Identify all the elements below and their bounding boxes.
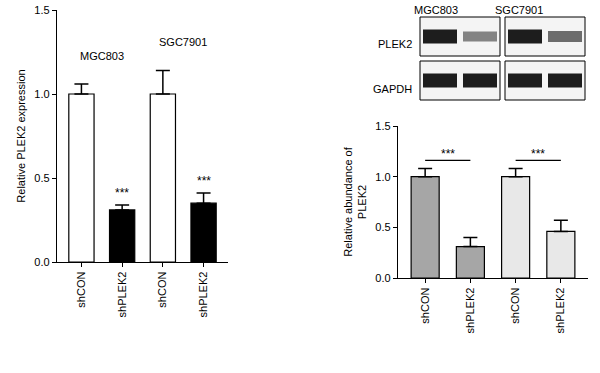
svg-text:shCON: shCON [419,288,431,324]
svg-text:***: *** [197,174,211,188]
svg-text:0.0: 0.0 [34,256,49,268]
svg-text:***: *** [531,147,545,161]
svg-text:SGC7901: SGC7901 [495,4,543,16]
svg-text:shCON: shCON [156,272,168,308]
svg-text:***: *** [441,147,455,161]
svg-text:1.5: 1.5 [34,4,49,16]
svg-text:MGC803: MGC803 [80,50,124,62]
svg-text:GAPDH: GAPDH [373,83,412,95]
svg-text:0.5: 0.5 [375,221,390,233]
svg-text:shPLEK2: shPLEK2 [197,272,209,318]
svg-text:Relative PLEK2 expression: Relative PLEK2 expression [15,69,27,202]
svg-text:shCON: shCON [509,288,521,324]
svg-text:PLEK2: PLEK2 [378,38,412,50]
svg-text:shPLEK2: shPLEK2 [464,288,476,334]
svg-text:MGC803: MGC803 [414,4,458,16]
svg-text:shPLEK2: shPLEK2 [554,288,566,334]
svg-text:***: *** [115,186,129,200]
svg-text:1.0: 1.0 [375,171,390,183]
svg-text:shCON: shCON [75,272,87,308]
svg-text:0.5: 0.5 [34,172,49,184]
svg-text:1.5: 1.5 [375,120,390,132]
svg-text:SGC7901: SGC7901 [159,36,207,48]
svg-text:1.0: 1.0 [34,88,49,100]
svg-text:Relative abundance ofPLEK2: Relative abundance ofPLEK2 [342,146,368,256]
svg-text:shPLEK2: shPLEK2 [116,272,128,318]
svg-text:0.0: 0.0 [375,272,390,284]
